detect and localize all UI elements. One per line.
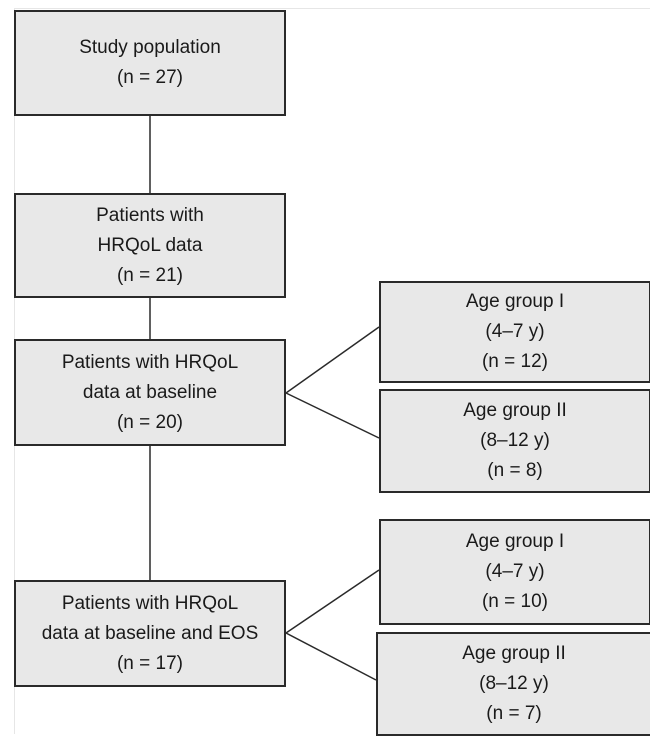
patients-baseline-count: (n = 20): [116, 411, 183, 433]
eos-age-group-2-range: (8–12 y): [479, 673, 549, 694]
baseline-age-group-1-range: (4–7 y): [485, 321, 545, 342]
connector-eos-to-age-group-2: [285, 632, 377, 681]
study-population-box: Study population (n = 27): [14, 10, 286, 116]
connector-baseline-to-age-group-2: [285, 392, 380, 439]
patients-hrqol-label-line-2: HRQoL data: [97, 234, 203, 256]
eos-age-group-1-box: Age group I (4–7 y) (n = 10): [379, 519, 650, 625]
frame-top-border: [14, 8, 650, 9]
baseline-age-group-1-count: (n = 12): [481, 351, 548, 372]
connector-eos-to-age-group-1: [285, 569, 380, 634]
study-population-count: (n = 27): [116, 67, 183, 88]
patients-baseline-box: Patients with HRQoL data at baseline (n …: [14, 339, 286, 446]
baseline-age-group-2-box: Age group II (8–12 y) (n = 8): [379, 389, 650, 493]
eos-age-group-2-count: (n = 7): [486, 703, 542, 724]
baseline-age-group-1-label: Age group I: [465, 291, 565, 312]
patients-baseline-eos-label-line-2: data at baseline and EOS: [41, 622, 259, 644]
patients-hrqol-label-line-1: Patients with: [96, 204, 204, 226]
eos-age-group-1-label: Age group I: [465, 531, 565, 552]
patients-baseline-label-line-1: Patients with HRQoL: [61, 351, 239, 373]
baseline-age-group-1-box: Age group I (4–7 y) (n = 12): [379, 281, 650, 383]
study-population-label: Study population: [79, 37, 221, 58]
eos-age-group-2-label: Age group II: [462, 643, 566, 664]
eos-age-group-1-range: (4–7 y): [485, 561, 545, 582]
patients-baseline-label-line-2: data at baseline: [82, 381, 218, 403]
eos-age-group-1-count: (n = 10): [481, 591, 548, 612]
patients-baseline-eos-box: Patients with HRQoL data at baseline and…: [14, 580, 286, 687]
patients-hrqol-box: Patients with HRQoL data (n = 21): [14, 193, 286, 298]
baseline-age-group-2-label: Age group II: [463, 400, 567, 421]
baseline-age-group-2-count: (n = 8): [487, 460, 543, 481]
patients-hrqol-count: (n = 21): [116, 264, 183, 286]
baseline-age-group-2-range: (8–12 y): [480, 430, 550, 451]
patients-baseline-eos-count: (n = 17): [116, 652, 183, 674]
patients-baseline-eos-label-line-1: Patients with HRQoL: [61, 592, 239, 614]
eos-age-group-2-box: Age group II (8–12 y) (n = 7): [376, 632, 650, 736]
connector-baseline-to-age-group-1: [285, 326, 380, 394]
